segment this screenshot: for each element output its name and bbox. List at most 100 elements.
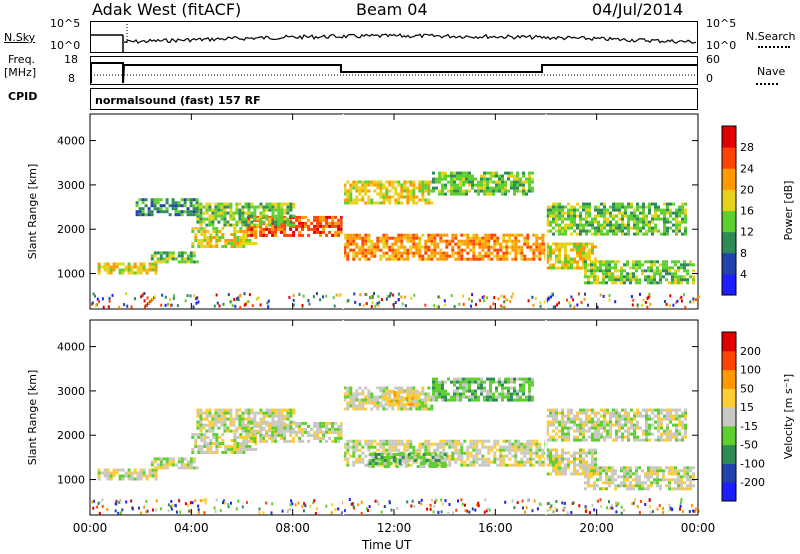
nsearch-legend-line xyxy=(758,46,790,48)
power-echo-band xyxy=(343,180,434,205)
freq-unit-label: [MHz] xyxy=(4,66,37,79)
power-echo-band xyxy=(135,198,199,217)
freq-panel xyxy=(90,56,698,85)
power-echo-band xyxy=(150,251,199,264)
velocity-echo-band xyxy=(97,468,158,481)
velocity-echo-band xyxy=(191,433,258,454)
velocity-colorbar-tick: -50 xyxy=(740,439,758,452)
velocity-echo-band xyxy=(196,408,296,433)
nsky-panel xyxy=(90,21,698,53)
power-colorbar-segment xyxy=(722,210,736,233)
velocity-y-tick: 1000 xyxy=(57,474,85,487)
freq-tick-bottom: 8 xyxy=(68,72,75,85)
power-colorbar-segment xyxy=(722,273,736,296)
velocity-echo-band xyxy=(247,421,344,443)
cpid-panel: normalsound (fast) 157 RF xyxy=(90,88,698,110)
power-colorbar-label: Power [dB] xyxy=(782,181,795,241)
power-colorbar-tick: 24 xyxy=(740,162,754,175)
power-colorbar-tick: 16 xyxy=(740,205,754,218)
x-tick-label: 20:00 xyxy=(579,521,614,535)
velocity-colorbar-segment xyxy=(722,369,736,389)
velocity-colorbar-segment xyxy=(722,407,736,427)
velocity-echo-band xyxy=(368,453,447,468)
velocity-echo-band xyxy=(150,457,199,470)
velocity-colorbar-tick: -100 xyxy=(740,457,765,470)
velocity-colorbar-tick: -200 xyxy=(740,476,765,489)
velocity-y-tick: 3000 xyxy=(57,385,85,398)
power-ground-scatter xyxy=(91,292,700,309)
nave-label: Nave xyxy=(757,65,786,78)
x-axis-label: Time UT xyxy=(362,538,412,552)
nsearch-label: N.Search xyxy=(746,30,796,43)
power-colorbar-segment xyxy=(722,231,736,254)
velocity-y-tick: 2000 xyxy=(57,429,85,442)
power-colorbar-tick: 12 xyxy=(740,226,754,239)
power-colorbar-tick: 20 xyxy=(740,183,754,196)
nsearch-tick-bottom: 10^0 xyxy=(706,39,737,52)
power-echo-band xyxy=(546,202,687,236)
power-y-label: Slant Range [km] xyxy=(26,164,39,260)
cpid-label: CPID xyxy=(8,90,38,103)
power-y-tick: 1000 xyxy=(57,268,85,281)
power-colorbar-segment xyxy=(722,189,736,212)
velocity-y-tick: 4000 xyxy=(57,341,85,354)
power-y-tick: 3000 xyxy=(57,179,85,192)
power-y-tick: 2000 xyxy=(57,223,85,236)
power-colorbar-segment xyxy=(722,252,736,275)
cpid-text: normalsound (fast) 157 RF xyxy=(95,94,261,107)
x-tick-label: 08:00 xyxy=(275,521,310,535)
velocity-echo-band xyxy=(343,439,548,467)
power-echo-band xyxy=(546,242,597,270)
nave-tick-top: 60 xyxy=(706,53,720,66)
power-echo-band xyxy=(196,202,296,227)
velocity-colorbar-tick: -15 xyxy=(740,420,758,433)
power-colorbar-segment xyxy=(722,168,736,190)
velocity-echo-band xyxy=(546,408,687,442)
nave-legend-line xyxy=(756,83,778,85)
velocity-colorbar-segment xyxy=(722,463,736,483)
x-tick-label: 12:00 xyxy=(377,521,412,535)
velocity-echo-band xyxy=(546,448,597,476)
velocity-echo-band xyxy=(381,390,421,406)
power-colorbar-tick: 8 xyxy=(740,247,747,260)
velocity-colorbar-tick: 200 xyxy=(740,345,761,358)
power-echo-band xyxy=(247,215,344,237)
freq-trace xyxy=(91,62,697,84)
velocity-colorbar-segment xyxy=(722,482,736,502)
x-tick-label: 00:00 xyxy=(73,521,108,535)
power-echo-band xyxy=(97,262,158,275)
power-echo-band xyxy=(432,171,534,196)
nsearch-tick-top: 10^5 xyxy=(706,17,737,30)
date-title: 04/Jul/2014 xyxy=(592,0,684,19)
velocity-colorbar-segment xyxy=(722,332,736,352)
power-echo-band xyxy=(343,233,548,261)
nave-tick-bottom: 0 xyxy=(706,72,713,85)
freq-label: Freq. xyxy=(8,53,36,66)
velocity-colorbar-tick: 100 xyxy=(740,364,761,377)
velocity-echo-band xyxy=(432,377,534,402)
velocity-colorbar-segment xyxy=(722,444,736,464)
velocity-colorbar-tick: 50 xyxy=(740,382,754,395)
beam-title: Beam 04 xyxy=(356,0,428,19)
velocity-echo-band xyxy=(343,386,434,411)
x-tick-label: 04:00 xyxy=(174,521,209,535)
velocity-colorbar-segment xyxy=(722,388,736,408)
velocity-echo-band xyxy=(584,466,695,491)
power-y-tick: 4000 xyxy=(57,135,85,148)
power-echo-band xyxy=(191,227,258,248)
velocity-plot-frame xyxy=(89,319,699,516)
power-colorbar-tick: 28 xyxy=(740,141,754,154)
nsky-label: N.Sky xyxy=(4,31,36,44)
power-colorbar-segment xyxy=(722,147,736,169)
power-colorbar-tick: 4 xyxy=(740,268,747,281)
velocity-colorbar-segment xyxy=(722,425,736,446)
velocity-colorbar-tick: 15 xyxy=(740,401,754,414)
x-tick-label: 00:00 xyxy=(681,521,716,535)
station-title: Adak West (fitACF) xyxy=(92,0,242,19)
nsky-tick-top: 10^5 xyxy=(50,17,81,30)
power-plot-frame xyxy=(89,113,699,310)
velocity-ground-scatter xyxy=(91,498,700,515)
velocity-colorbar-segment xyxy=(722,350,736,371)
power-colorbar-segment xyxy=(722,126,736,148)
velocity-y-label: Slant Range [km] xyxy=(26,370,39,466)
